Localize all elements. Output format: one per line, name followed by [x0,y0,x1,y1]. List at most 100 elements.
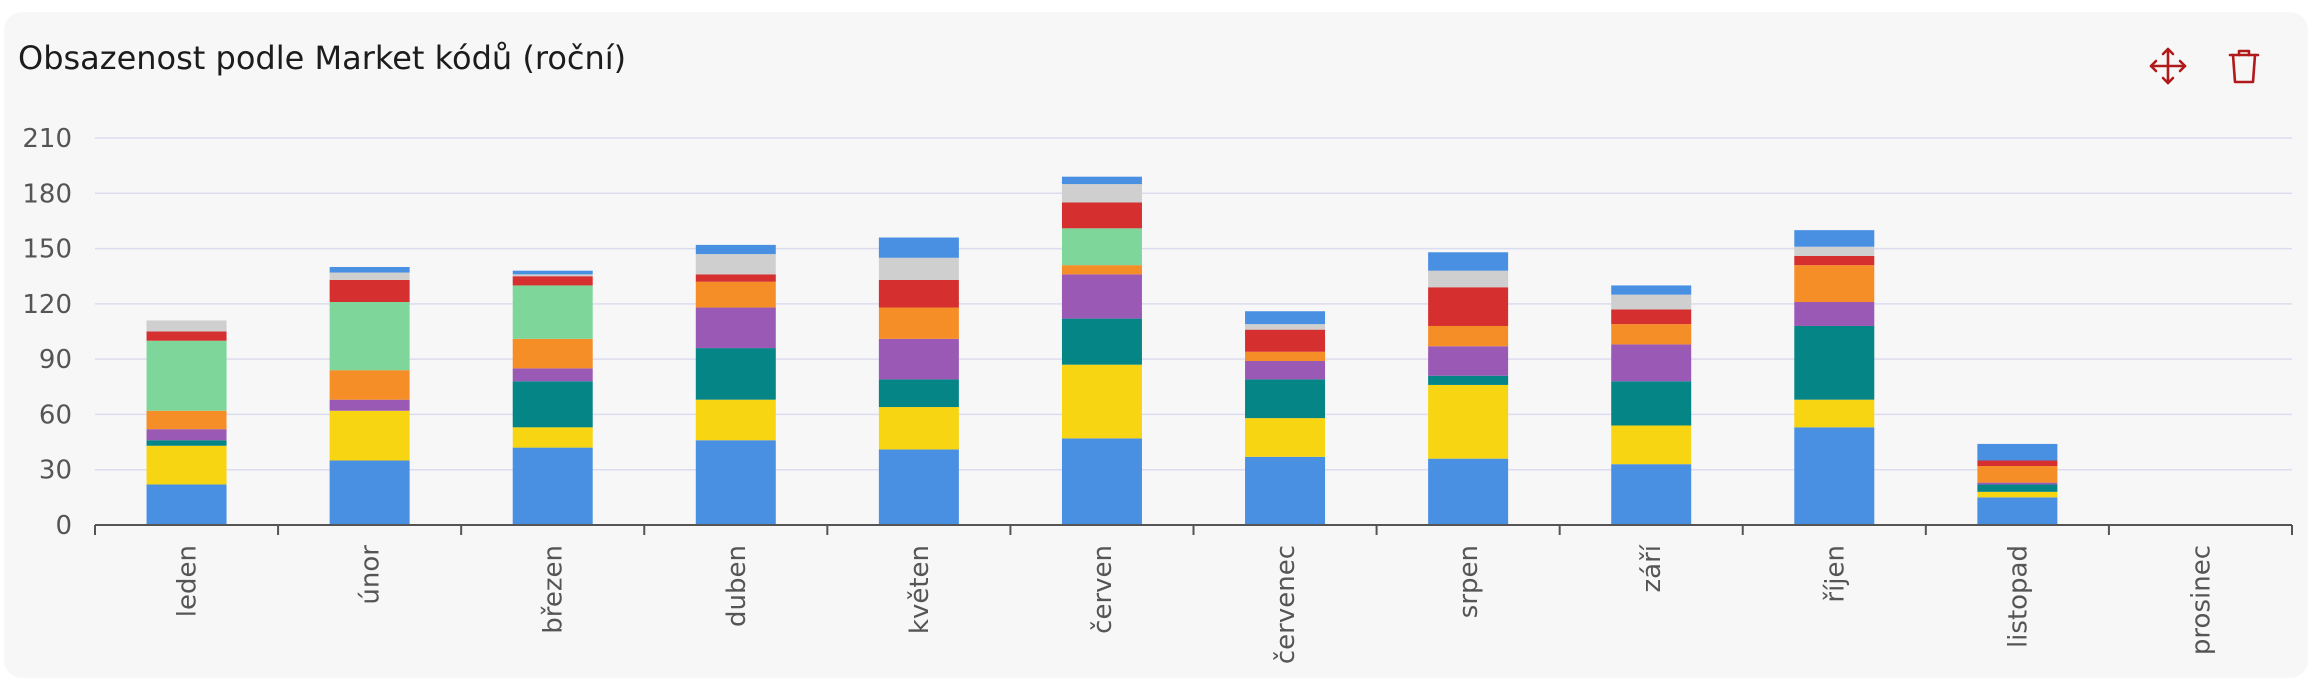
bar-segment[interactable] [1245,360,1326,380]
bar-segment[interactable] [512,381,593,428]
x-tick-label: srpen [1454,545,1484,618]
x-tick-label: únor [356,545,386,605]
bar-segment[interactable] [512,285,593,339]
bar-segment[interactable] [1794,325,1875,400]
bar-segment[interactable] [1061,176,1142,185]
bar-segment[interactable] [512,427,593,448]
bar-segment[interactable] [1428,384,1509,459]
bar-segment[interactable] [146,410,227,430]
bar-segment[interactable] [878,237,959,258]
bar-segment[interactable] [695,440,776,525]
y-tick-label: 90 [39,345,72,375]
bar-segment[interactable] [1794,265,1875,303]
bar-segment[interactable] [1977,443,2058,461]
bar-segment[interactable] [1977,482,2058,485]
bar-segment[interactable] [878,407,959,450]
bar-segment[interactable] [329,272,410,280]
bar-segment[interactable] [1245,324,1326,330]
bar-segment[interactable] [329,370,410,400]
bar-segment[interactable] [512,270,593,275]
bar-segment[interactable] [878,307,959,339]
x-tick-labels: leden únor březen duben květen červen červenec… [173,544,2217,664]
bar-segment[interactable] [695,254,776,275]
bar-segment[interactable] [329,302,410,371]
bar-segment[interactable] [1611,381,1692,426]
bar-segment[interactable] [1611,324,1692,345]
bar-segment[interactable] [695,348,776,400]
bar-segment[interactable] [1977,466,2058,483]
bar-segment[interactable] [1428,287,1509,326]
bar-segment[interactable] [695,281,776,308]
bar-segment[interactable] [1977,484,2058,492]
bar-segment[interactable] [695,307,776,349]
bar-segment[interactable] [1611,309,1692,325]
bar-segment[interactable] [329,410,410,461]
bar-segment[interactable] [1794,302,1875,326]
bar-segment[interactable] [1245,329,1326,352]
bar-segment[interactable] [1061,274,1142,319]
bar-segment[interactable] [1428,270,1509,288]
bar-segment[interactable] [1061,202,1142,229]
trash-icon [2228,49,2260,84]
card-actions [2148,46,2264,86]
bar-segment[interactable] [1061,438,1142,525]
bar-segment[interactable] [1794,427,1875,525]
bar-segment[interactable] [512,338,593,369]
bar-segment[interactable] [1794,255,1875,266]
bar-segment[interactable] [1428,325,1509,347]
delete-button[interactable] [2224,46,2264,86]
bar-segment[interactable] [146,331,227,341]
bar-segment[interactable] [1794,246,1875,256]
bar-segment[interactable] [1061,265,1142,275]
bar-segment[interactable] [878,379,959,408]
bar-segment[interactable] [1611,425,1692,465]
bar-segment[interactable] [1061,364,1142,439]
bar-segment[interactable] [146,440,227,446]
bar-segment[interactable] [878,449,959,525]
y-tick-labels: 0 30 60 90 120 150 180 210 [22,124,72,541]
bar-segment[interactable] [146,429,227,441]
bar-segment[interactable] [878,279,959,308]
bar-segment[interactable] [329,460,410,526]
bar-segment[interactable] [695,274,776,282]
bar-segment[interactable] [329,267,410,273]
bar-segment[interactable] [1977,460,2058,467]
bar-segment[interactable] [146,340,227,411]
bar-segment[interactable] [146,484,227,525]
bar-segment[interactable] [1611,285,1692,295]
bar-segment[interactable] [1428,252,1509,271]
move-button[interactable] [2148,46,2188,86]
bar-segment[interactable] [1611,294,1692,310]
bar-segment[interactable] [1245,311,1326,325]
bar-segment[interactable] [695,399,776,441]
bar-segment[interactable] [146,320,227,332]
bar-segment[interactable] [1245,379,1326,419]
bar-segment[interactable] [878,257,959,280]
bar-segment[interactable] [1428,346,1509,376]
bar-segment[interactable] [1428,375,1509,385]
bar-segment[interactable] [1245,418,1326,457]
bar-segment[interactable] [512,274,593,277]
bar-segment[interactable] [1611,344,1692,382]
bar-segment[interactable] [1061,318,1142,365]
bar-segment[interactable] [512,447,593,525]
y-tick-label: 30 [39,456,72,486]
bar-segment[interactable] [1977,497,2058,525]
bar-segment[interactable] [329,399,410,411]
bar-segment[interactable] [1245,456,1326,525]
bar-segment[interactable] [512,368,593,382]
bar-segment[interactable] [1061,184,1142,203]
bar-segment[interactable] [1061,228,1142,266]
bar-segment[interactable] [512,276,593,286]
y-tick-label: 120 [22,290,72,320]
bar-segment[interactable] [1794,230,1875,247]
bar-segment[interactable] [1611,464,1692,525]
bar-segment[interactable] [1428,458,1509,525]
bar-segment[interactable] [1977,491,2058,498]
bar-segment[interactable] [1794,399,1875,428]
bar-segment[interactable] [1245,351,1326,361]
bar-segment[interactable] [146,445,227,485]
bar-segment[interactable] [878,338,959,380]
bar-segment[interactable] [695,244,776,255]
bar-segment[interactable] [329,279,410,303]
